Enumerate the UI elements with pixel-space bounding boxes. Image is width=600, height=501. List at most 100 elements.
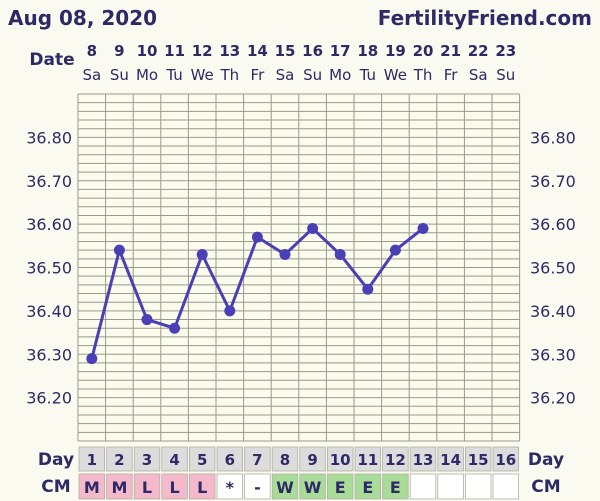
temperature-point bbox=[113, 244, 125, 256]
weekday-label: We bbox=[191, 66, 214, 84]
cycle-day-cell bbox=[326, 446, 354, 472]
cycle-day-cell bbox=[78, 446, 106, 472]
y-tick-label-right: 36.20 bbox=[530, 389, 576, 408]
cycle-day-label: 5 bbox=[197, 451, 207, 469]
cm-cell bbox=[492, 473, 520, 500]
weekday-label: Su bbox=[303, 66, 322, 84]
cycle-day-label: 2 bbox=[114, 451, 124, 469]
cm-label: L bbox=[142, 478, 152, 497]
weekday-label: Th bbox=[413, 66, 433, 84]
weekday-label: Su bbox=[496, 66, 515, 84]
cycle-day-label: 7 bbox=[252, 451, 262, 469]
weekday-label: Sa bbox=[276, 66, 295, 84]
temperature-point bbox=[417, 222, 429, 234]
bottom-rows: 1 2 3 4 5 6 7 8 9 10 11 12 13 14 15 16M M L L L * - W W E E E bbox=[78, 446, 520, 500]
temperature-point bbox=[141, 314, 153, 326]
cm-cell bbox=[133, 473, 161, 500]
weekday-label: Mo bbox=[136, 66, 158, 84]
cm-cell bbox=[106, 473, 133, 500]
temperature-point bbox=[169, 322, 181, 334]
cycle-day-label: 6 bbox=[225, 451, 235, 469]
cycle-day-cell bbox=[133, 446, 161, 472]
cm-label: W bbox=[304, 478, 322, 497]
cycle-day-cell bbox=[216, 446, 244, 472]
cycle-day-cell bbox=[161, 446, 188, 472]
cycle-day-cell bbox=[271, 446, 299, 472]
temperature-point bbox=[362, 283, 374, 295]
y-tick-label-left: 36.50 bbox=[26, 259, 72, 278]
cm-label: M bbox=[111, 478, 127, 497]
cm-label: L bbox=[197, 478, 207, 497]
cm-cell bbox=[78, 473, 106, 500]
cm-cell bbox=[216, 473, 244, 500]
weekday-label: Su bbox=[110, 66, 129, 84]
y-tick-label-right: 36.70 bbox=[530, 172, 576, 191]
weekday-label: Mo bbox=[329, 66, 351, 84]
cycle-day-label: 11 bbox=[357, 451, 378, 469]
cycle-day-cell bbox=[464, 446, 492, 472]
cm-label: W bbox=[276, 478, 294, 497]
date-label: 21 bbox=[440, 42, 461, 60]
cycle-day-cell bbox=[106, 446, 133, 472]
date-label: 8 bbox=[87, 42, 97, 60]
cycle-day-label: 4 bbox=[169, 451, 179, 469]
cm-label: * bbox=[226, 478, 235, 497]
cm-cell bbox=[188, 473, 216, 500]
date-label: 18 bbox=[357, 42, 378, 60]
cm-cell bbox=[244, 473, 271, 500]
temperature-point bbox=[251, 231, 263, 243]
cm-cell bbox=[354, 473, 382, 500]
cycle-day-cell bbox=[382, 446, 409, 472]
date-row-label: Date bbox=[29, 50, 74, 70]
y-axis-ticks: 36.80 36.80 36.70 36.70 36.60 36.60 36.50 36.50… bbox=[26, 128, 576, 407]
date-label: 16 bbox=[302, 42, 323, 60]
weekday-label: Sa bbox=[82, 66, 101, 84]
date-label: 23 bbox=[495, 42, 516, 60]
cm-cell bbox=[382, 473, 409, 500]
y-tick-label-right: 36.80 bbox=[530, 128, 576, 147]
temperature-point bbox=[334, 248, 346, 260]
column-headers: 8 9 10 11 12 13 14 15 16 17 18 19 20 21 22 23 Sa Su Mo Tu We… bbox=[82, 42, 516, 84]
y-tick-label-left: 36.60 bbox=[26, 215, 72, 234]
date-label: 17 bbox=[330, 42, 351, 60]
cycle-day-cell bbox=[354, 446, 382, 472]
date-label: 15 bbox=[275, 42, 296, 60]
temperature-series bbox=[86, 222, 429, 365]
temperature-point bbox=[279, 248, 291, 260]
cycle-day-label: 9 bbox=[307, 451, 317, 469]
date-label: 22 bbox=[468, 42, 489, 60]
cm-cell bbox=[326, 473, 354, 500]
plot-grid bbox=[77, 93, 521, 442]
date-label: 20 bbox=[413, 42, 434, 60]
cycle-day-label: 15 bbox=[468, 451, 489, 469]
cm-cell bbox=[299, 473, 326, 500]
date-label: 19 bbox=[385, 42, 406, 60]
cycle-day-label: 13 bbox=[413, 451, 434, 469]
cm-cell bbox=[409, 473, 437, 500]
weekday-label: Th bbox=[219, 66, 239, 84]
weekday-label: Tu bbox=[165, 66, 182, 84]
y-tick-label-left: 36.20 bbox=[26, 389, 72, 408]
cm-row-label: CM bbox=[41, 477, 70, 497]
day-row-label: Day bbox=[38, 450, 74, 470]
cm-label: L bbox=[169, 478, 179, 497]
y-tick-label-left: 36.40 bbox=[26, 302, 72, 321]
weekday-label: We bbox=[384, 66, 407, 84]
temperature-point bbox=[307, 222, 319, 234]
cm-cell bbox=[271, 473, 299, 500]
date-label: 12 bbox=[192, 42, 213, 60]
cycle-day-label: 10 bbox=[330, 451, 351, 469]
date-label: 13 bbox=[219, 42, 240, 60]
cm-cell bbox=[464, 473, 492, 500]
chart-date-title: Aug 08, 2020 bbox=[8, 6, 157, 30]
cm-cell bbox=[161, 473, 188, 500]
cycle-day-cell bbox=[437, 446, 464, 472]
temperature-point bbox=[224, 305, 236, 317]
day-row-label-right: Day bbox=[528, 450, 564, 470]
y-tick-label-left: 36.30 bbox=[26, 345, 72, 364]
date-label: 10 bbox=[137, 42, 158, 60]
weekday-label: Sa bbox=[469, 66, 488, 84]
cycle-day-cell bbox=[188, 446, 216, 472]
site-name: FertilityFriend.com bbox=[378, 6, 592, 30]
y-tick-label-right: 36.30 bbox=[530, 345, 576, 364]
